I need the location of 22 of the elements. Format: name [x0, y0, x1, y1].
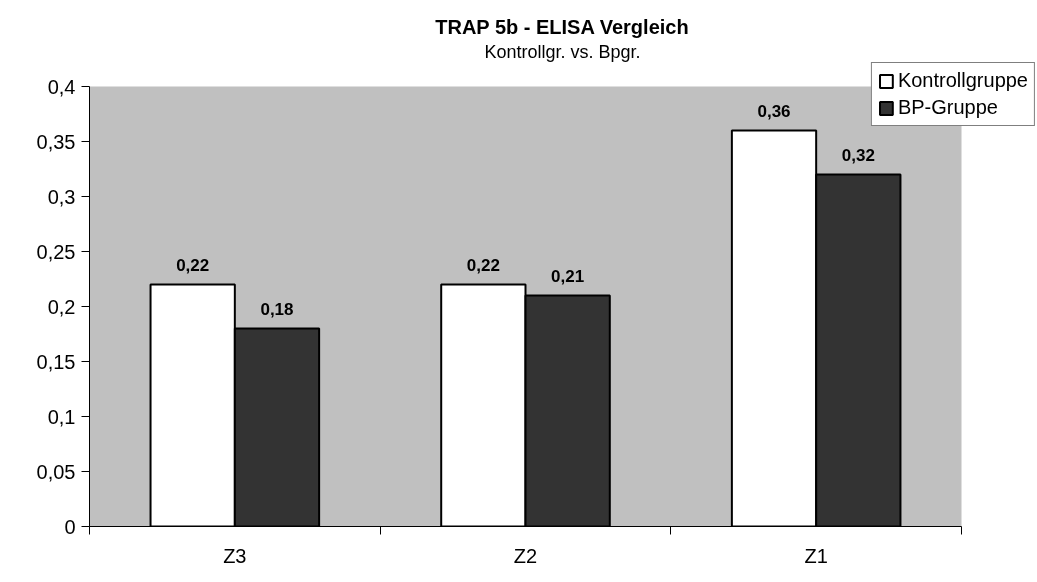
legend-label: BP-Gruppe — [897, 96, 998, 119]
legend-label: Kontrollgruppe — [897, 69, 1028, 92]
y-tick-label: 0,05 — [36, 460, 76, 483]
y-tick-label: 0,35 — [36, 130, 76, 153]
y-tick-label: 0 — [64, 515, 76, 538]
data-label: 0,21 — [551, 266, 585, 286]
y-tick-label: 0,1 — [47, 405, 76, 428]
data-label: 0,18 — [260, 299, 294, 319]
y-tick-label: 0,15 — [36, 350, 76, 373]
data-label: 0,36 — [757, 101, 791, 121]
y-tick-label: 0,4 — [47, 75, 76, 98]
data-label: 0,22 — [176, 255, 210, 275]
x-tick-label: Z2 — [513, 544, 538, 567]
x-tick-label: Z1 — [804, 544, 828, 567]
data-label: 0,22 — [466, 255, 500, 275]
x-tick-label: Z3 — [223, 544, 247, 567]
y-tick-label: 0,3 — [47, 185, 76, 208]
chart-title: TRAP 5b - ELISA Vergleich — [435, 15, 689, 38]
y-tick-label: 0,25 — [36, 240, 76, 263]
y-tick-label: 0,2 — [47, 295, 76, 318]
data-label: 0,32 — [841, 145, 875, 165]
chart-subtitle: Kontrollgr. vs. Bpgr. — [484, 41, 641, 62]
